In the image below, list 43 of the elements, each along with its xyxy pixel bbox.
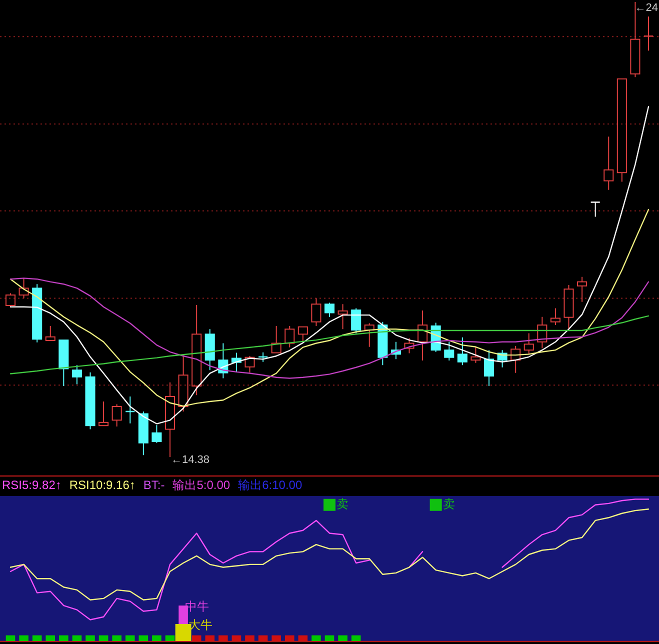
candlestick bbox=[577, 276, 588, 302]
text: RSI10:9.16↑ bbox=[69, 478, 136, 492]
candlestick bbox=[537, 316, 548, 349]
text: BT:- bbox=[143, 478, 165, 492]
candlestick bbox=[45, 325, 56, 342]
candlestick bbox=[204, 328, 215, 371]
text: 输出6:10.00 bbox=[238, 478, 302, 492]
candlestick bbox=[338, 304, 348, 330]
candlestick bbox=[590, 202, 600, 218]
candlestick bbox=[311, 298, 322, 326]
candlestick bbox=[258, 352, 268, 362]
candlestick bbox=[98, 400, 109, 426]
candlestick bbox=[444, 341, 454, 362]
text: 输出5:0.00 bbox=[172, 478, 230, 492]
candlestick bbox=[18, 278, 29, 299]
candlestick bbox=[58, 340, 69, 387]
candlestick bbox=[643, 16, 654, 52]
text: RSI5:9.82↑ bbox=[2, 478, 62, 492]
candlestick bbox=[484, 350, 494, 387]
candlestick bbox=[192, 304, 202, 396]
candlestick bbox=[138, 411, 148, 456]
candlestick bbox=[418, 310, 428, 362]
candlestick bbox=[32, 284, 42, 343]
series-label: 卖 bbox=[336, 497, 348, 512]
candlestick bbox=[72, 364, 82, 385]
candlestick bbox=[152, 424, 162, 444]
candlestick bbox=[457, 336, 468, 366]
candlestick bbox=[271, 325, 282, 354]
annotation: ←14.38 bbox=[171, 454, 210, 466]
candlestick bbox=[178, 354, 188, 412]
candlestick bbox=[604, 136, 614, 190]
candlestick bbox=[524, 332, 534, 355]
candlestick bbox=[404, 338, 414, 354]
text: 卖 bbox=[442, 497, 455, 512]
candlestick bbox=[112, 404, 122, 428]
candlestick bbox=[550, 308, 560, 326]
candlestick bbox=[470, 346, 481, 364]
candlestick bbox=[616, 78, 627, 182]
candlestick bbox=[364, 322, 374, 348]
candlestick bbox=[510, 345, 521, 374]
candlestick bbox=[124, 396, 136, 424]
candlestick bbox=[564, 284, 574, 331]
annotation: ←24 bbox=[634, 2, 658, 14]
